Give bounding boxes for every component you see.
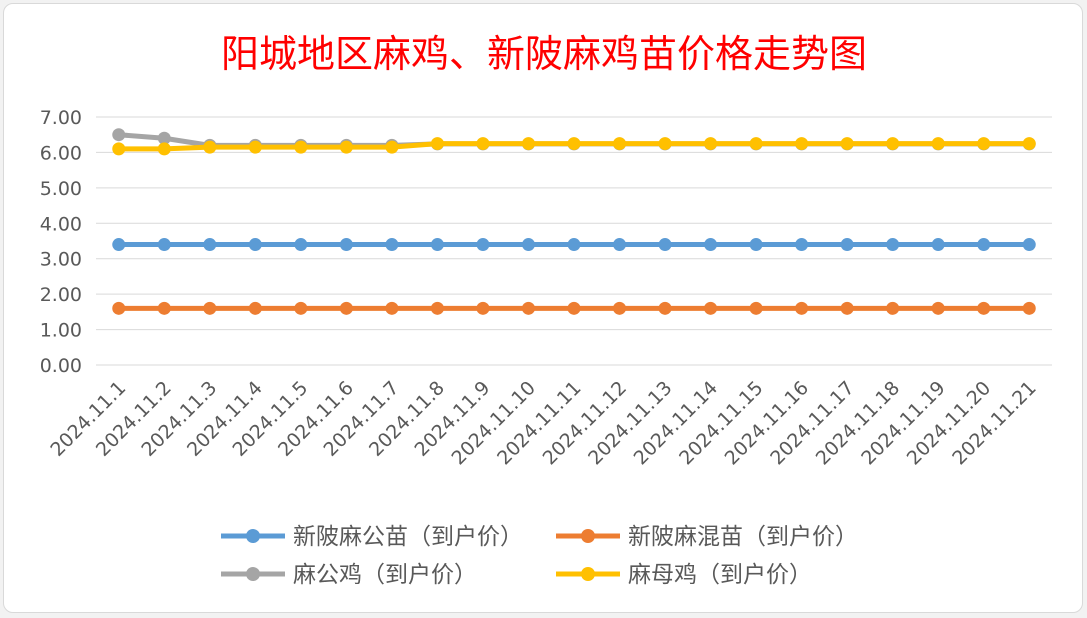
data-point	[476, 301, 490, 315]
data-point	[749, 137, 763, 151]
data-point	[567, 238, 581, 252]
data-point	[294, 238, 308, 252]
data-point	[203, 301, 217, 315]
legend-marker	[581, 529, 595, 543]
data-point	[112, 142, 126, 156]
chart-frame: 阳城地区麻鸡、新陂麻鸡苗价格走势图 0.00 1.00 2.00 3.00 4.00 5.…	[3, 3, 1083, 613]
data-point	[112, 128, 126, 142]
data-point	[613, 238, 627, 252]
data-point	[157, 131, 171, 145]
legend-label: 新陂麻公苗（到户价）	[293, 524, 523, 550]
series-3	[112, 137, 1036, 156]
data-point	[567, 301, 581, 315]
data-point	[430, 301, 444, 315]
data-point	[613, 301, 627, 315]
legend-label: 麻母鸡（到户价）	[628, 562, 812, 588]
data-point	[203, 238, 217, 252]
y-tick-label: 6.00	[40, 142, 82, 164]
data-point	[294, 140, 308, 154]
legend-item: 新陂麻混苗（到户价）	[556, 524, 858, 550]
data-point	[430, 238, 444, 252]
data-point	[704, 301, 718, 315]
data-point	[886, 137, 900, 151]
legend-label: 新陂麻混苗（到户价）	[628, 524, 858, 550]
legend-label: 麻公鸡（到户价）	[293, 562, 477, 588]
y-axis-ticks: 0.00 1.00 2.00 3.00 4.00 5.00 6.00 7.00	[40, 107, 82, 377]
y-tick-label: 4.00	[40, 213, 82, 235]
data-point	[977, 301, 991, 315]
data-point	[248, 140, 262, 154]
data-point	[157, 301, 171, 315]
data-point	[339, 140, 353, 154]
data-point	[1022, 137, 1036, 151]
data-point	[704, 137, 718, 151]
data-point	[294, 301, 308, 315]
price-trend-chart: 阳城地区麻鸡、新陂麻鸡苗价格走势图 0.00 1.00 2.00 3.00 4.00 5.…	[40, 32, 1052, 588]
data-point	[840, 238, 854, 252]
legend-marker	[246, 567, 260, 581]
data-point	[931, 238, 945, 252]
data-point	[795, 301, 809, 315]
data-point	[840, 301, 854, 315]
data-point	[476, 137, 490, 151]
data-point	[1022, 238, 1036, 252]
data-point	[658, 137, 672, 151]
data-point	[521, 238, 535, 252]
y-tick-label: 0.00	[40, 355, 82, 377]
y-tick-label: 5.00	[40, 178, 82, 200]
data-point	[157, 142, 171, 156]
y-tick-label: 2.00	[40, 284, 82, 306]
series-1	[112, 301, 1036, 315]
data-point	[658, 301, 672, 315]
chart-title: 阳城地区麻鸡、新陂麻鸡苗价格走势图	[221, 32, 867, 76]
legend-item: 麻公鸡（到户价）	[221, 562, 477, 588]
data-point	[157, 238, 171, 252]
data-point	[385, 140, 399, 154]
data-point	[931, 137, 945, 151]
data-point	[886, 238, 900, 252]
data-point	[567, 137, 581, 151]
y-tick-label: 1.00	[40, 320, 82, 342]
data-point	[795, 238, 809, 252]
data-point	[840, 137, 854, 151]
legend-item: 麻母鸡（到户价）	[556, 562, 812, 588]
data-point	[749, 238, 763, 252]
y-tick-label: 3.00	[40, 249, 82, 271]
x-axis-ticks: 2024.11.12024.11.22024.11.32024.11.42024…	[46, 377, 1040, 469]
data-point	[385, 238, 399, 252]
data-point	[749, 301, 763, 315]
data-point	[977, 137, 991, 151]
data-point	[931, 301, 945, 315]
legend-item: 新陂麻公苗（到户价）	[221, 524, 523, 550]
legend-marker	[581, 567, 595, 581]
data-point	[795, 137, 809, 151]
data-point	[521, 301, 535, 315]
legend: 新陂麻公苗（到户价） 新陂麻混苗（到户价） 麻公鸡（到户价） 麻母鸡（到户价）	[221, 524, 858, 588]
data-point	[112, 301, 126, 315]
data-point	[203, 140, 217, 154]
data-point	[430, 137, 444, 151]
data-point	[521, 137, 535, 151]
data-point	[658, 238, 672, 252]
legend-marker	[246, 529, 260, 543]
data-point	[886, 301, 900, 315]
data-point	[248, 301, 262, 315]
y-tick-label: 7.00	[40, 107, 82, 129]
series-lines	[112, 128, 1036, 315]
data-point	[385, 301, 399, 315]
data-point	[339, 238, 353, 252]
data-point	[704, 238, 718, 252]
data-point	[112, 238, 126, 252]
data-point	[1022, 301, 1036, 315]
data-point	[248, 238, 262, 252]
data-point	[613, 137, 627, 151]
data-point	[977, 238, 991, 252]
data-point	[339, 301, 353, 315]
data-point	[476, 238, 490, 252]
series-0	[112, 238, 1036, 252]
